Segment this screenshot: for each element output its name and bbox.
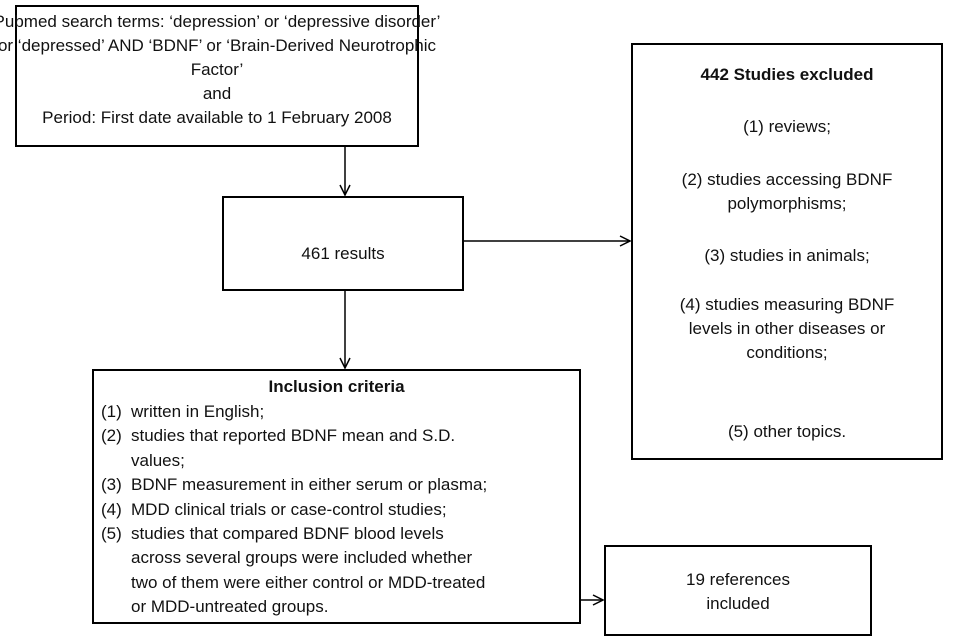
- item-text: values;: [131, 450, 185, 470]
- box: [631, 43, 943, 460]
- item-text: two of them were either control or MDD-t…: [131, 572, 486, 592]
- text-line: and: [202, 84, 232, 103]
- text-line: (2) studies accessing BDNF: [681, 170, 893, 189]
- text-line: Factor’: [190, 60, 244, 79]
- box-title: Inclusion criteria: [268, 377, 405, 396]
- text-line: levels in other diseases or: [688, 319, 886, 338]
- text-line: (4) studies measuring BDNF: [679, 295, 895, 314]
- item-text: BDNF measurement in either serum or plas…: [131, 475, 488, 495]
- item-text: written in English;: [131, 402, 265, 421]
- item-number: (1): [101, 402, 122, 421]
- text-line: 19 references: [686, 570, 790, 589]
- item-text: MDD clinical trials or case-control stud…: [131, 499, 447, 519]
- box-title: 442 Studies excluded: [700, 65, 874, 84]
- item-number: (5): [101, 524, 122, 543]
- box: [15, 5, 419, 147]
- box: [604, 545, 872, 636]
- text-line: Pubmed search terms: ‘depression’ or ‘de…: [0, 12, 441, 31]
- text-line: Period: First date available to 1 Februa…: [42, 108, 392, 127]
- item-text: studies that compared BDNF blood levels: [131, 524, 444, 543]
- text-line: (5) other topics.: [727, 422, 847, 441]
- item-text: across several groups were included whet…: [131, 548, 473, 568]
- box: [92, 369, 581, 624]
- text-line: (3) studies in animals;: [704, 246, 870, 265]
- item-number: (3): [101, 475, 122, 495]
- text-line: conditions;: [746, 343, 828, 362]
- box: [222, 196, 464, 291]
- item-number: (2): [101, 426, 122, 446]
- text-line: (1) reviews;: [743, 117, 831, 136]
- text-line: or ‘depressed’ AND ‘BDNF’ or ‘Brain-Deri…: [0, 36, 437, 55]
- text-line: included: [706, 594, 770, 613]
- item-number: (4): [101, 499, 122, 519]
- text-line: polymorphisms;: [727, 194, 847, 213]
- text-line: 461 results: [301, 244, 385, 263]
- item-text: studies that reported BDNF mean and S.D.: [131, 426, 456, 446]
- item-text: or MDD-untreated groups.: [131, 597, 329, 617]
